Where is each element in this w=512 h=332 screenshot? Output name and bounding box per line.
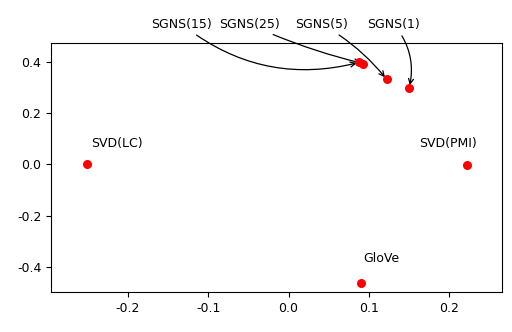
- Text: SVD(PMI): SVD(PMI): [419, 137, 477, 150]
- Point: [382, 77, 391, 82]
- Text: SVD(LC): SVD(LC): [92, 137, 143, 150]
- Point: [405, 85, 413, 91]
- Text: SGNS(25): SGNS(25): [219, 18, 359, 64]
- Point: [357, 281, 365, 286]
- Text: SGNS(15): SGNS(15): [152, 18, 355, 70]
- Text: GloVe: GloVe: [364, 252, 399, 265]
- Point: [359, 61, 368, 66]
- Text: SGNS(5): SGNS(5): [295, 18, 384, 76]
- Point: [463, 162, 471, 168]
- Text: SGNS(1): SGNS(1): [367, 18, 420, 84]
- Point: [83, 161, 92, 167]
- Point: [355, 60, 364, 65]
